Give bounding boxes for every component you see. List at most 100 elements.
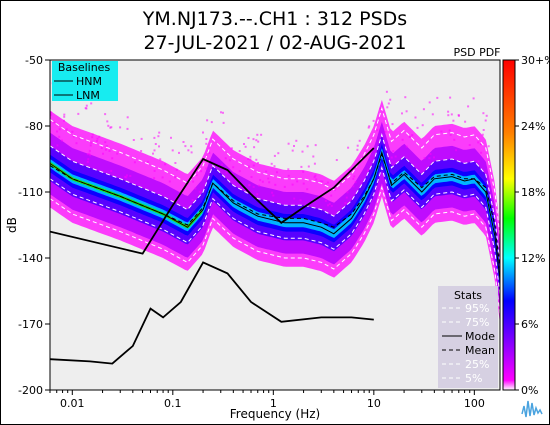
heat-outlier	[222, 111, 224, 114]
colorbar-tick-label: 30+%	[521, 54, 550, 67]
heat-outlier	[221, 163, 224, 166]
heat-outlier	[224, 157, 227, 160]
heat-outlier	[354, 181, 357, 184]
heat-outlier	[119, 126, 122, 129]
heat-outlier	[91, 136, 94, 139]
heat-outlier	[345, 196, 348, 199]
p75-legend-label: 75%	[465, 316, 489, 329]
heat-outlier	[422, 108, 425, 111]
heat-outlier	[153, 169, 156, 172]
x-tick-label: 0.1	[164, 397, 182, 410]
y-tick-label: -170	[18, 318, 43, 331]
heat-outlier	[401, 138, 404, 141]
heat-outlier	[86, 160, 89, 163]
heat-outlier	[411, 134, 414, 137]
lnm-legend-label: LNM	[76, 89, 100, 102]
heat-outlier	[433, 156, 435, 159]
heat-outlier	[423, 157, 426, 160]
heat-outlier	[467, 105, 470, 108]
heat-outlier	[428, 101, 431, 104]
heat-outlier	[272, 194, 275, 197]
heat-outlier	[75, 142, 78, 145]
chart-subtitle: 27-JUL-2021 / 02-AUG-2021	[143, 32, 407, 54]
heat-outlier	[353, 175, 356, 178]
heat-outlier	[261, 180, 264, 183]
heat-outlier	[153, 177, 156, 180]
heat-outlier	[346, 191, 349, 194]
heat-outlier	[326, 181, 329, 184]
heat-outlier	[154, 143, 157, 145]
heat-outlier	[265, 170, 268, 173]
heat-outlier	[428, 157, 431, 160]
heat-outlier	[228, 159, 231, 162]
heat-outlier	[65, 128, 68, 131]
heat-outlier	[253, 146, 256, 149]
colorbar-tick-label: 6%	[521, 318, 538, 331]
heat-outlier	[153, 136, 156, 139]
heat-outlier	[259, 179, 262, 182]
heat-outlier	[455, 149, 458, 152]
heat-outlier	[267, 177, 270, 180]
heat-outlier	[50, 113, 52, 116]
heat-outlier	[106, 120, 109, 123]
heat-outlier	[88, 152, 91, 155]
colorbar-tick-label: 0%	[521, 384, 538, 397]
heat-outlier	[159, 158, 162, 161]
heat-outlier	[436, 96, 439, 99]
heat-outlier	[306, 145, 309, 148]
heat-outlier	[449, 133, 452, 136]
heat-outlier	[104, 113, 107, 116]
heat-outlier	[368, 125, 371, 128]
p95-line	[50, 106, 500, 237]
heat-outlier	[187, 149, 190, 152]
heat-outlier	[293, 145, 295, 147]
stat-lines	[50, 106, 500, 316]
heat-outlier	[431, 113, 434, 116]
heat-outlier	[302, 182, 305, 185]
heat-outlier	[464, 120, 467, 123]
heat-outlier	[58, 135, 61, 138]
heat-outlier	[252, 138, 255, 141]
heat-outlier	[194, 187, 197, 190]
heat-outlier	[319, 180, 322, 183]
heat-outlier	[273, 154, 276, 157]
mode-line	[50, 150, 500, 281]
p75-line	[50, 133, 500, 263]
heat-outlier	[302, 170, 305, 173]
heat-outlier	[208, 151, 211, 154]
heat-outlier	[450, 113, 453, 116]
stats-legend-box	[438, 286, 498, 388]
heat-outlier	[256, 193, 259, 196]
heat-outlier	[421, 124, 424, 127]
x-tick-label: 0.01	[60, 397, 85, 410]
heat-outlier	[72, 135, 75, 138]
heat-outlier	[405, 110, 408, 113]
heat-outlier	[87, 158, 90, 161]
heat-outlier	[295, 139, 298, 142]
heat-outlier	[247, 137, 250, 139]
heat-outlier	[244, 145, 247, 148]
heat-outlier	[480, 151, 483, 154]
heat-outlier	[255, 139, 258, 142]
heat-outlier	[109, 126, 112, 129]
heat-outlier	[386, 106, 389, 109]
heat-outlier	[352, 185, 355, 188]
heat-outlier	[89, 144, 92, 147]
heat-outlier	[258, 184, 261, 187]
heat-outlier	[200, 170, 203, 173]
heat-outlier	[479, 143, 482, 146]
heat-outlier	[384, 131, 387, 133]
heat-outlier	[86, 153, 89, 156]
heat-outlier	[205, 138, 208, 140]
heat-outlier	[98, 135, 101, 138]
heat-outlier	[185, 180, 188, 183]
heat-outlier	[238, 150, 241, 152]
heat-outlier	[248, 183, 251, 186]
heat-outlier	[447, 110, 450, 113]
heat-outlier	[255, 158, 258, 161]
y-tick-label: -110	[18, 186, 43, 199]
heat-outlier	[146, 161, 149, 164]
heat-outlier	[404, 96, 407, 99]
heat-outlier	[77, 112, 80, 115]
heat-outlier	[313, 176, 316, 179]
